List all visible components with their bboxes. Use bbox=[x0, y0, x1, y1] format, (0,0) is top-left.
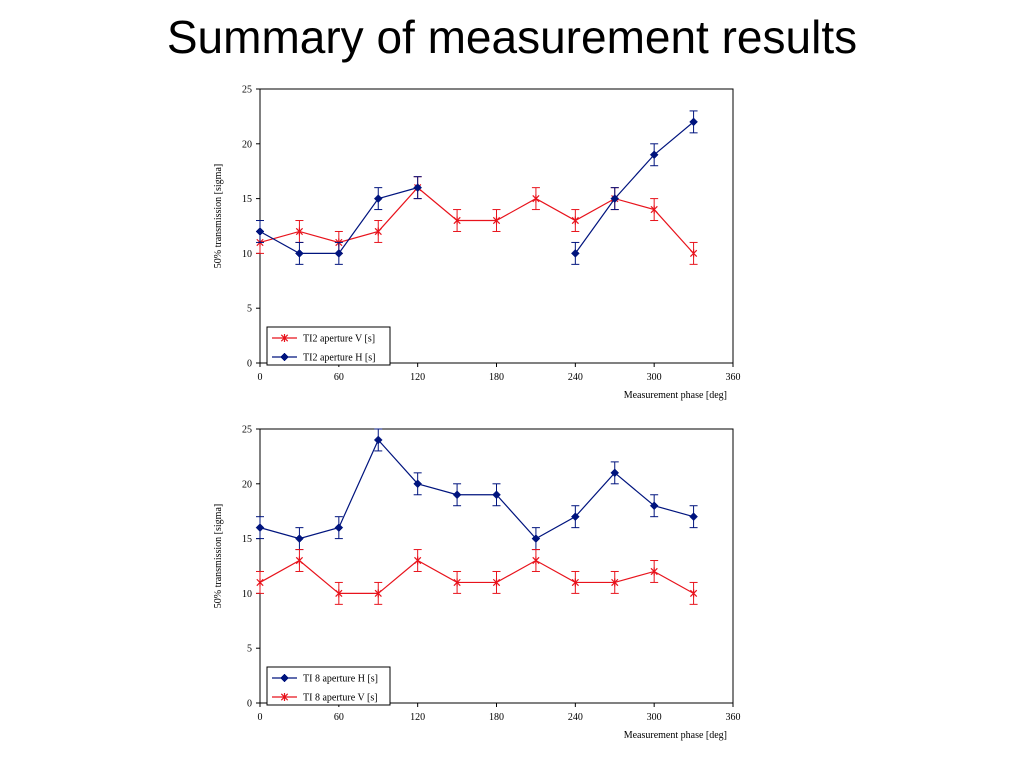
top-x-tick-label: 300 bbox=[647, 372, 662, 383]
bottom-data-point bbox=[611, 578, 619, 587]
top-series-0 bbox=[256, 176, 698, 265]
top-data-point bbox=[650, 205, 658, 214]
top-data-point bbox=[571, 216, 579, 225]
bottom-data-point bbox=[650, 567, 658, 576]
top-data-point bbox=[570, 249, 580, 258]
bottom-data-point bbox=[373, 435, 383, 445]
bottom-series-line bbox=[259, 438, 694, 540]
top-data-point bbox=[689, 117, 698, 127]
bottom-data-point bbox=[374, 589, 382, 598]
top-y-tick-label: 10 bbox=[242, 249, 252, 260]
bottom-legend-label: TI 8 aperture H [s] bbox=[303, 674, 378, 685]
bottom-x-tick-label: 60 bbox=[334, 712, 344, 723]
bottom-data-point bbox=[492, 578, 501, 587]
top-y-tick-label: 15 bbox=[242, 194, 252, 205]
bottom-y-tick-label: 25 bbox=[242, 425, 252, 436]
bottom-legend: TI 8 aperture H [s] TI 8 aperture V [s] bbox=[266, 666, 391, 706]
top-y-tick-label: 0 bbox=[247, 359, 252, 370]
top-data-point bbox=[373, 194, 383, 203]
top-series-1 bbox=[255, 110, 698, 265]
top-data-point bbox=[334, 249, 344, 258]
top-legend: TI2 aperture V [s] TI2 aperture H [s] bbox=[266, 326, 391, 366]
bottom-legend-marker bbox=[280, 673, 289, 683]
top-data-point bbox=[295, 227, 304, 236]
bottom-legend-item: TI 8 aperture V [s] bbox=[272, 693, 378, 704]
bottom-data-point bbox=[413, 479, 423, 489]
bottom-data-point bbox=[452, 490, 462, 500]
top-x-tick-label: 240 bbox=[568, 372, 583, 383]
bottom-y-tick-label: 20 bbox=[242, 479, 252, 490]
top-x-tick-label: 120 bbox=[410, 372, 425, 383]
transmission-chart-ti2: 0 5 10 15 20 25 0 60 120 180 240 300 360 Measurement … bbox=[213, 85, 741, 402]
top-legend-marker bbox=[280, 334, 289, 342]
bottom-data-point bbox=[295, 556, 304, 565]
bottom-x-tick-label: 240 bbox=[568, 712, 583, 723]
bottom-data-point bbox=[571, 578, 579, 587]
top-legend-box bbox=[266, 326, 391, 366]
top-data-point bbox=[374, 227, 382, 236]
bottom-legend-item: TI 8 aperture H [s] bbox=[272, 674, 378, 685]
bottom-y-tick-label: 10 bbox=[242, 589, 252, 600]
top-data-point bbox=[295, 249, 304, 258]
bottom-data-point bbox=[570, 512, 580, 522]
top-data-point bbox=[453, 216, 461, 225]
bottom-x-tick-label: 360 bbox=[726, 712, 741, 723]
bottom-x-tick-label: 120 bbox=[410, 712, 425, 723]
top-x-tick-label: 0 bbox=[258, 372, 263, 383]
top-legend-item: TI2 aperture H [s] bbox=[272, 353, 375, 364]
transmission-chart-ti8: 0 5 10 15 20 25 0 60 120 180 240 300 360 Measurement … bbox=[213, 425, 741, 742]
bottom-data-point bbox=[649, 501, 659, 511]
top-legend-item: TI2 aperture V [s] bbox=[272, 334, 375, 345]
bottom-legend-box bbox=[266, 666, 391, 706]
bottom-data-point bbox=[334, 523, 344, 532]
top-y-tick-label: 20 bbox=[242, 139, 252, 150]
top-legend-label: TI2 aperture H [s] bbox=[303, 353, 375, 364]
top-data-point bbox=[255, 227, 265, 236]
bottom-data-point bbox=[414, 556, 422, 565]
bottom-series-line bbox=[259, 559, 694, 594]
bottom-y-tick-label: 15 bbox=[242, 534, 252, 545]
bottom-data-point bbox=[610, 468, 620, 478]
bottom-series-1 bbox=[256, 549, 698, 605]
top-y-tick-label: 25 bbox=[242, 85, 252, 96]
bottom-x-axis-label: Measurement phase [deg] bbox=[624, 730, 727, 741]
top-data-point bbox=[532, 194, 540, 203]
bottom-legend-marker bbox=[280, 693, 289, 701]
slide-title: Summary of measurement results bbox=[166, 11, 858, 63]
top-data-point bbox=[689, 249, 698, 258]
bottom-data-point bbox=[453, 578, 461, 587]
bottom-data-point bbox=[531, 534, 541, 543]
bottom-data-point bbox=[492, 490, 501, 500]
top-x-tick-label: 360 bbox=[726, 372, 741, 383]
top-x-axis-label: Measurement phase [deg] bbox=[624, 390, 727, 401]
bottom-x-tick-label: 300 bbox=[647, 712, 662, 723]
bottom-series-0 bbox=[255, 428, 698, 551]
top-data-point bbox=[492, 216, 501, 225]
bottom-data-point bbox=[689, 512, 698, 522]
bottom-data-point bbox=[256, 578, 264, 587]
top-legend-marker bbox=[280, 352, 289, 362]
top-data-point bbox=[610, 194, 620, 203]
bottom-plot-frame bbox=[259, 428, 734, 704]
bottom-data-point bbox=[295, 534, 304, 543]
bottom-x-tick-label: 0 bbox=[258, 712, 263, 723]
bottom-data-point bbox=[689, 589, 698, 598]
bottom-y-axis-label: 50% transmission [sigma] bbox=[213, 504, 224, 608]
top-x-tick-label: 60 bbox=[334, 372, 344, 383]
top-x-tick-label: 180 bbox=[489, 372, 504, 383]
bottom-data-point bbox=[532, 556, 540, 565]
bottom-x-tick-label: 180 bbox=[489, 712, 504, 723]
top-y-tick-label: 5 bbox=[247, 304, 252, 315]
top-data-point bbox=[649, 150, 659, 160]
bottom-y-tick-label: 5 bbox=[247, 644, 252, 655]
bottom-legend-label: TI 8 aperture V [s] bbox=[303, 693, 378, 704]
bottom-data-point bbox=[255, 523, 265, 532]
top-data-point bbox=[413, 183, 423, 192]
bottom-y-tick-label: 0 bbox=[247, 699, 252, 710]
top-series-line bbox=[259, 186, 695, 254]
top-legend-label: TI2 aperture V [s] bbox=[303, 334, 375, 345]
top-y-axis-label: 50% transmission [sigma] bbox=[213, 164, 224, 268]
bottom-data-point bbox=[335, 589, 343, 598]
top-series-line bbox=[574, 121, 694, 254]
